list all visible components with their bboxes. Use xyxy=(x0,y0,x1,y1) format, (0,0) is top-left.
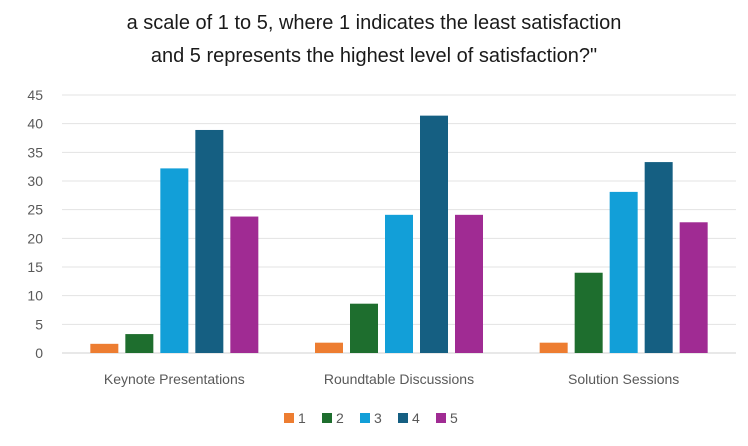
legend-swatch xyxy=(284,413,294,423)
legend-label: 3 xyxy=(374,410,382,426)
bar-roundtable-discussions-rating-5 xyxy=(455,214,483,353)
legend-label: 1 xyxy=(298,410,306,426)
bar-solution-sessions-rating-2 xyxy=(574,272,603,353)
bar-roundtable-discussions-rating-2 xyxy=(350,303,378,353)
y-tick-label: 25 xyxy=(27,202,43,218)
chart-title-line-2: and 5 represents the highest level of sa… xyxy=(151,45,597,67)
bar-solution-sessions-rating-3 xyxy=(609,191,638,353)
y-tick-label: 5 xyxy=(35,316,43,332)
x-category-label: Roundtable Discussions xyxy=(324,371,474,387)
x-category-label: Solution Sessions xyxy=(568,371,679,387)
bar-roundtable-discussions-rating-3 xyxy=(385,214,413,353)
x-category-label: Keynote Presentations xyxy=(104,371,245,387)
legend-label: 2 xyxy=(336,410,344,426)
y-tick-label: 0 xyxy=(35,345,43,361)
bar-solution-sessions-rating-4 xyxy=(644,162,673,353)
chart-title-line-1: a scale of 1 to 5, where 1 indicates the… xyxy=(127,12,622,34)
bar-keynote-presentations-rating-4 xyxy=(195,129,224,353)
bar-roundtable-discussions-rating-1 xyxy=(315,342,343,353)
bar-keynote-presentations-rating-2 xyxy=(125,334,154,353)
y-tick-label: 45 xyxy=(27,87,43,103)
x-axis-category-labels: Keynote Presentations Roundtable Discussi… xyxy=(104,371,679,387)
bar-keynote-presentations-rating-1 xyxy=(90,343,119,353)
y-tick-label: 30 xyxy=(27,173,43,189)
legend-label: 5 xyxy=(450,410,458,426)
legend-swatch xyxy=(398,413,408,423)
legend-swatch xyxy=(436,413,446,423)
y-axis-tick-labels: 0 5 10 15 20 25 30 35 40 45 xyxy=(27,87,43,361)
legend-label: 4 xyxy=(412,410,420,426)
y-tick-label: 35 xyxy=(27,144,43,160)
bars xyxy=(90,115,708,353)
y-tick-label: 40 xyxy=(27,116,43,132)
bar-solution-sessions-rating-5 xyxy=(679,222,708,353)
legend-swatch xyxy=(360,413,370,423)
bar-roundtable-discussions-rating-4 xyxy=(420,115,448,353)
bar-solution-sessions-rating-1 xyxy=(539,342,568,353)
legend-swatch xyxy=(322,413,332,423)
bar-keynote-presentations-rating-3 xyxy=(160,168,189,353)
legend: 1 2 3 4 5 xyxy=(284,410,458,426)
bar-keynote-presentations-rating-5 xyxy=(230,216,259,353)
y-tick-label: 15 xyxy=(27,259,43,275)
chart-title: a scale of 1 to 5, where 1 indicates the… xyxy=(127,12,622,67)
y-tick-label: 20 xyxy=(27,230,43,246)
y-tick-label: 10 xyxy=(27,288,43,304)
